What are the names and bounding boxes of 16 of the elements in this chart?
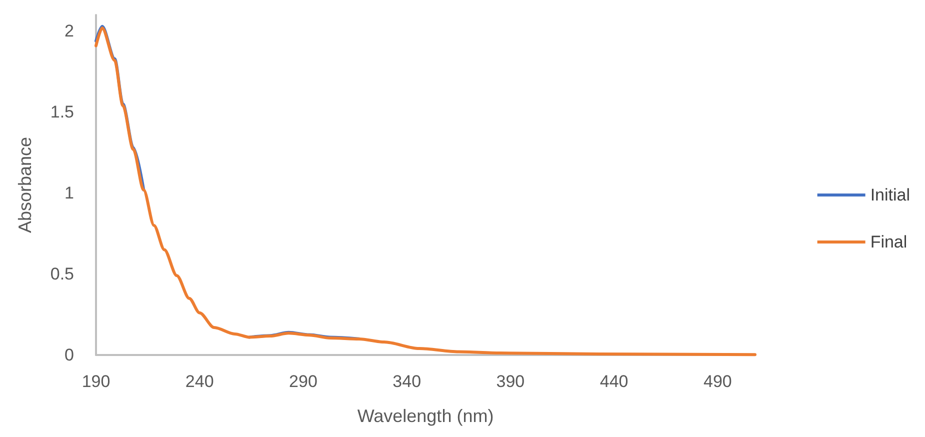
legend-label: Initial <box>870 186 910 204</box>
x-axis-title: Wavelength (nm) <box>357 406 494 426</box>
x-tick-label: 490 <box>704 372 732 391</box>
y-tick-label: 1 <box>64 184 74 203</box>
x-tick-label: 290 <box>289 372 318 391</box>
x-tick-label: 440 <box>600 372 628 391</box>
y-tick-label: 2 <box>64 22 74 41</box>
y-tick-label: 1.5 <box>50 102 74 122</box>
y-tick-label: 0.5 <box>50 264 74 284</box>
x-tick-label: 340 <box>392 372 422 391</box>
x-tick-label: 240 <box>185 372 214 391</box>
y-tick-label: 0 <box>64 346 74 364</box>
legend-label: Final <box>870 232 908 252</box>
y-axis-title: Absorbance <box>15 136 35 234</box>
x-tick-label: 190 <box>82 372 110 391</box>
x-tick-label: 390 <box>496 372 525 391</box>
